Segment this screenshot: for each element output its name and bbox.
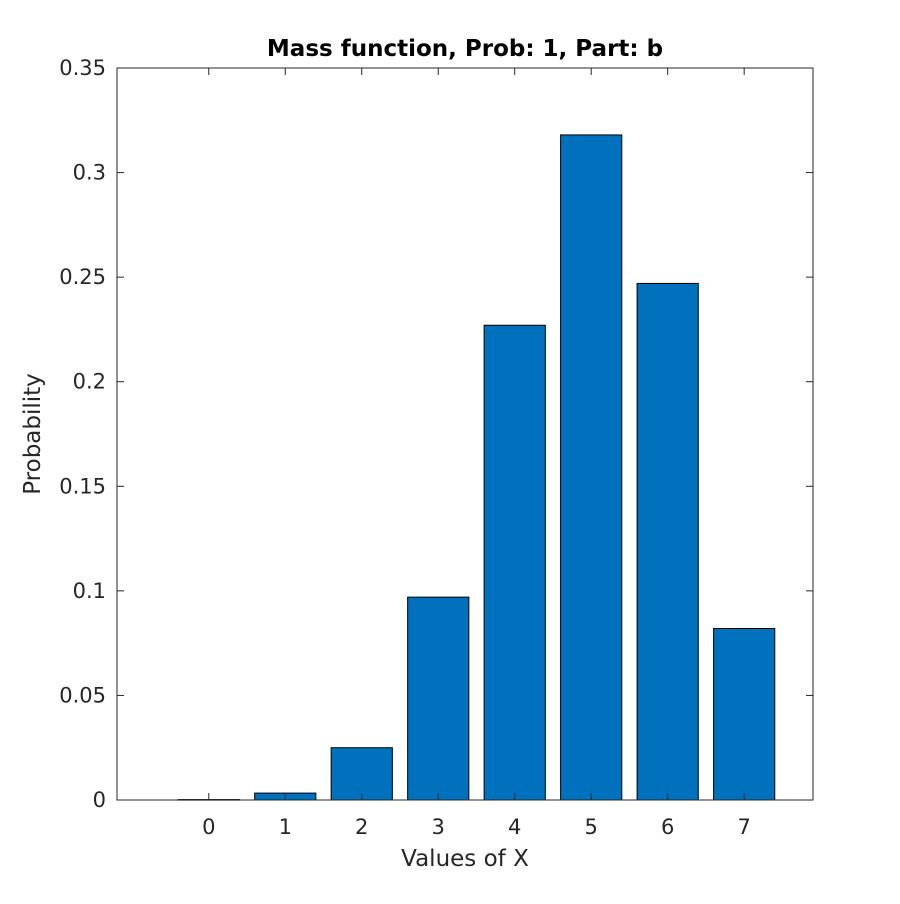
bars-layer [177,134,776,801]
y-tick-label-1: 0.05 [59,683,106,707]
y-tick-label-5: 0.25 [59,265,106,289]
y-tick-label-7: 0.35 [59,56,106,80]
bar-6 [636,282,699,801]
x-tick-label-0: 0 [202,815,215,839]
y-tick-label-2: 0.1 [73,579,106,603]
x-tick-label-3: 3 [432,815,445,839]
bar-7 [713,628,776,801]
bar-5 [560,134,623,801]
x-tick-label-4: 4 [508,815,521,839]
y-tick-label-6: 0.3 [73,161,106,185]
x-axis-label: Values of X [401,846,529,872]
x-tick-label-7: 7 [737,815,750,839]
x-tick-label-2: 2 [355,815,368,839]
bar-4 [483,324,546,801]
y-tick-label-4: 0.2 [73,370,106,394]
x-tick-label-5: 5 [585,815,598,839]
bar-3 [407,596,470,801]
chart-title: Mass function, Prob: 1, Part: b [267,36,663,62]
ticks-layer: 0 0.05 0.1 0.15 0.2 0.25 0.3 0.35 0 1 2 3 4 5 6 7 [59,56,813,839]
y-tick-label-3: 0.15 [59,474,106,498]
x-tick-label-1: 1 [279,815,292,839]
bar-2 [330,747,393,801]
plot-area-border [116,67,814,801]
y-axis-label: Probability [20,373,46,495]
x-tick-label-6: 6 [661,815,674,839]
y-tick-label-0: 0 [93,788,106,812]
